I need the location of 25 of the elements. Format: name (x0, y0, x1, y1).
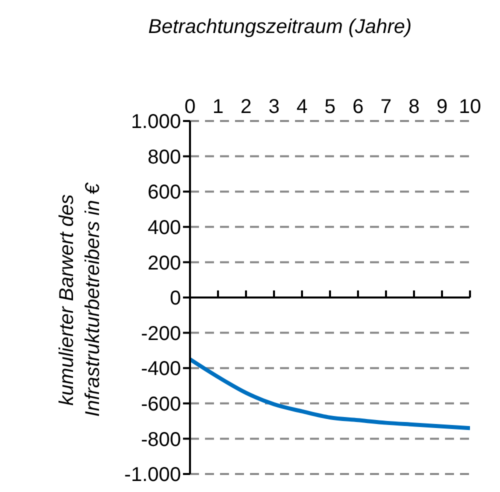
x-tick-label: 2 (240, 96, 252, 118)
y-tick-label: -400 (140, 358, 181, 380)
x-tick-label: 9 (436, 96, 448, 118)
x-tick-label: 8 (408, 96, 420, 118)
y-tick-label: -800 (140, 428, 181, 451)
x-tick-label: 0 (184, 96, 196, 118)
y-axis-title: kumulierter Barwert des Infrastrukturbetreibers in € (55, 183, 105, 417)
x-axis-title: Betrachtungszeitraum (Jahre) (147, 16, 413, 39)
x-tick-label: 4 (296, 96, 308, 118)
x-tick-label: 5 (324, 96, 336, 118)
y-tick-label: 200 (148, 252, 181, 274)
y-tick-label: -1.000 (124, 464, 181, 486)
line-series (190, 357, 470, 430)
y-tick-label: 0 (170, 288, 181, 310)
x-tick-label: 7 (380, 96, 392, 118)
y-tick-label: 800 (148, 146, 181, 168)
x-tick-label: 10 (458, 96, 482, 118)
y-tick-label: -600 (140, 394, 181, 416)
y-tick-label: -200 (140, 322, 181, 345)
x-tick-label: 3 (268, 96, 280, 118)
x-tick-label: 1 (212, 96, 224, 118)
y-tick-label: 600 (148, 182, 181, 204)
x-tick-label: 6 (352, 96, 364, 118)
y-tick-label: 1.000 (130, 111, 181, 134)
y-tick-label: 400 (148, 217, 181, 239)
